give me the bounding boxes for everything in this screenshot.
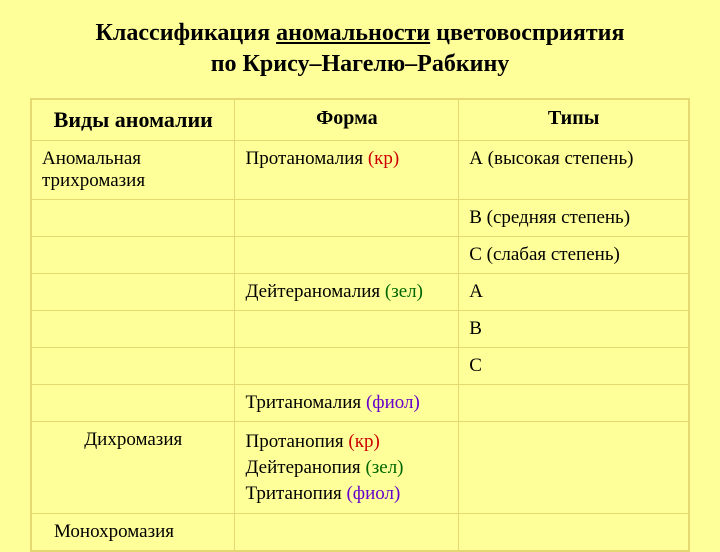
- cell-form: [235, 200, 459, 237]
- classification-table: Виды аномалии Форма Типы Аномальная трих…: [30, 98, 690, 552]
- form-suffix: (фиол): [361, 392, 420, 413]
- title-part2: цветовосприятия: [430, 20, 624, 46]
- form-name: Тританомалия: [245, 392, 361, 413]
- table-row: Аномальная трихромазияПротаномалия (кр)А…: [31, 141, 689, 200]
- cell-type: [31, 348, 235, 385]
- table-row: В (средняя степень): [31, 200, 689, 237]
- header-col1: Виды аномалии: [31, 99, 235, 141]
- cell-form: [235, 348, 459, 385]
- cell-type: Монохромазия: [31, 514, 235, 552]
- title-part1: Классификация: [96, 20, 277, 46]
- table-header-row: Виды аномалии Форма Типы: [31, 99, 689, 141]
- table-row: Дейтераномалия (зел)А: [31, 274, 689, 311]
- header-col2: Форма: [235, 99, 459, 141]
- form-name: Протаномалия: [245, 148, 363, 169]
- cell-form: Протаномалия (кр): [235, 141, 459, 200]
- cell-degree: В (средняя степень): [459, 200, 689, 237]
- cell-form: Дейтераномалия (зел): [235, 274, 459, 311]
- cell-type: [31, 274, 235, 311]
- table-row: С (слабая степень): [31, 237, 689, 274]
- cell-form: [235, 237, 459, 274]
- form-name: Протанопия: [245, 431, 343, 452]
- table-row: Тританомалия (фиол): [31, 385, 689, 422]
- cell-type: [31, 200, 235, 237]
- table-row: Дихромазия Протанопия (кр) Дейтеранопия (з…: [31, 422, 689, 514]
- cell-form: Тританомалия (фиол): [235, 385, 459, 422]
- cell-form: [235, 311, 459, 348]
- form-name: Дейтеранопия: [245, 457, 360, 478]
- cell-degree: [459, 385, 689, 422]
- cell-degree: В: [459, 311, 689, 348]
- header-col3: Типы: [459, 99, 689, 141]
- cell-type: [31, 385, 235, 422]
- form-suffix: (зел): [361, 457, 404, 478]
- form-suffix: (кр): [344, 431, 380, 452]
- title-underlined: аномальности: [276, 20, 430, 46]
- cell-form: Протанопия (кр) Дейтеранопия (зел) Тритано…: [235, 422, 459, 514]
- title-line2: по Крису–Нагелю–Рабкину: [211, 51, 510, 77]
- cell-degree: [459, 422, 689, 514]
- table-row: Монохромазия: [31, 514, 689, 552]
- form-suffix: (зел): [380, 281, 423, 302]
- cell-type: [31, 237, 235, 274]
- cell-form: [235, 514, 459, 552]
- form-suffix: (фиол): [342, 483, 401, 504]
- table-row: В: [31, 311, 689, 348]
- form-name: Тританопия: [245, 483, 341, 504]
- cell-type: Дихромазия: [31, 422, 235, 514]
- cell-degree: С (слабая степень): [459, 237, 689, 274]
- cell-type: Аномальная трихромазия: [31, 141, 235, 200]
- table-row: С: [31, 348, 689, 385]
- form-name: Дейтераномалия: [245, 281, 380, 302]
- cell-degree: [459, 514, 689, 552]
- cell-degree: А (высокая степень): [459, 141, 689, 200]
- page-title: Классификация аномальности цветовосприят…: [30, 18, 690, 80]
- form-suffix: (кр): [363, 148, 399, 169]
- cell-type: [31, 311, 235, 348]
- cell-degree: С: [459, 348, 689, 385]
- cell-degree: А: [459, 274, 689, 311]
